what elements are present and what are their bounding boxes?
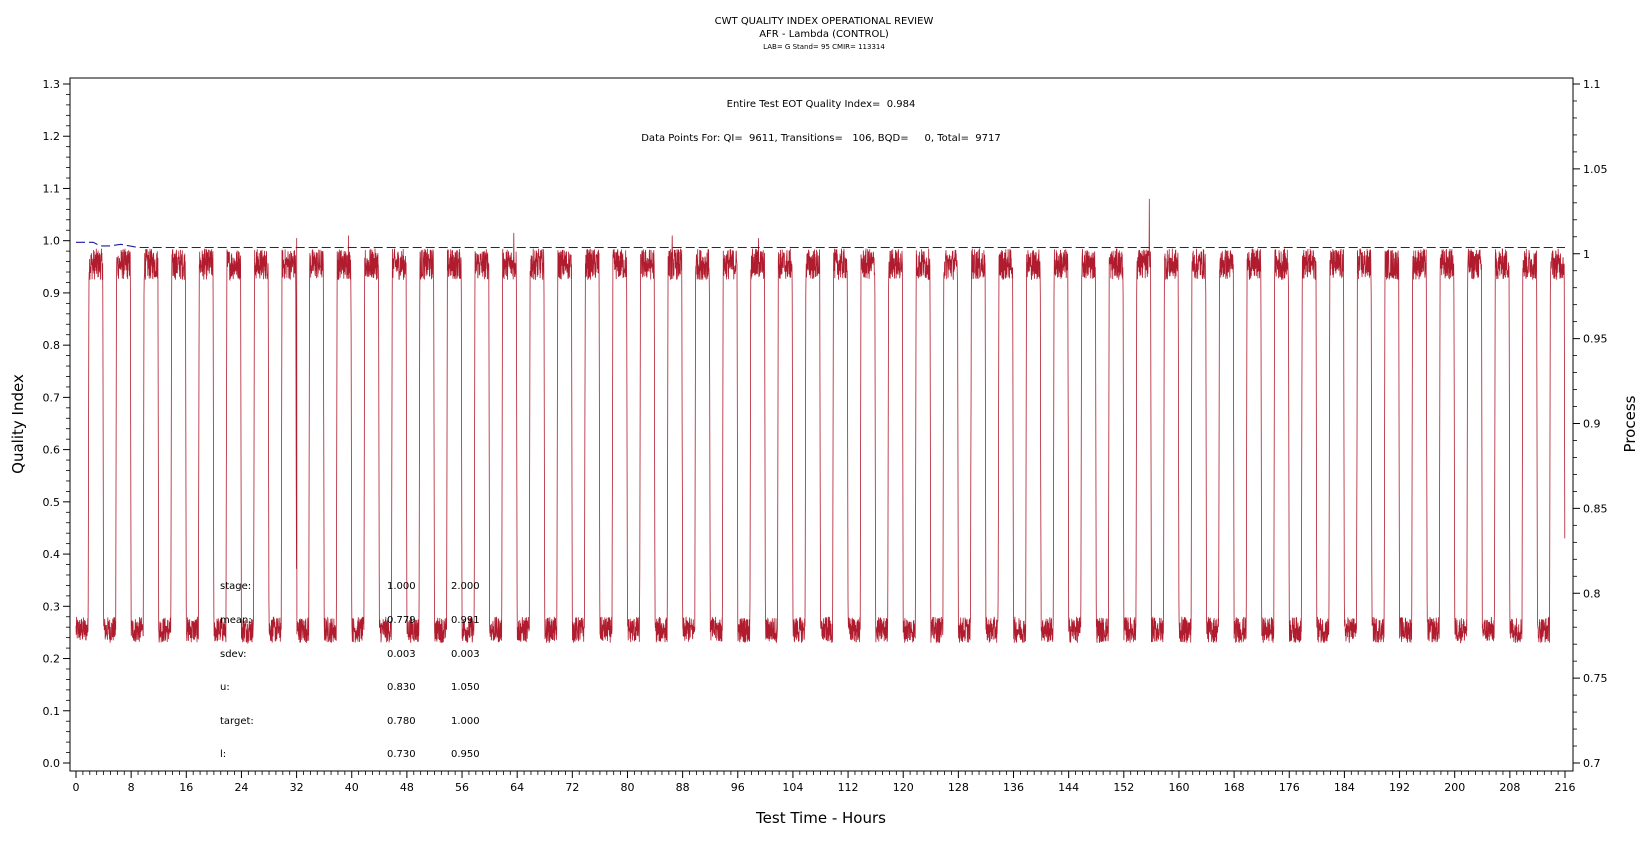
stats-col1-value: 0.730	[387, 749, 416, 760]
stats-col2-value: 0.003	[451, 649, 480, 660]
stats-label: u:	[220, 682, 230, 693]
stats-col1-value: 0.779	[387, 615, 416, 626]
x-tick-label: 136	[1003, 781, 1024, 794]
y-tick-label: 0.9	[43, 287, 61, 300]
y2-tick-label: 0.8	[1583, 587, 1601, 600]
x-tick-label: 160	[1168, 781, 1189, 794]
y-tick-label: 0.3	[43, 600, 61, 613]
stats-col2-value: 2.000	[451, 581, 480, 592]
chart-title: CWT QUALITY INDEX OPERATIONAL REVIEW	[715, 16, 934, 27]
x-tick-label: 48	[400, 781, 414, 794]
x-tick-label: 152	[1113, 781, 1134, 794]
y-tick-label: 0.7	[43, 391, 61, 404]
x-tick-label: 176	[1279, 781, 1300, 794]
x-tick-label: 104	[782, 781, 803, 794]
chart-subtitle: AFR - Lambda (CONTROL)	[759, 29, 889, 40]
y-axis-label: Quality Index	[9, 374, 27, 474]
y-tick-label: 0.6	[43, 444, 61, 457]
y2-tick-label: 0.95	[1583, 333, 1608, 346]
y-tick-label: 0.2	[43, 653, 61, 666]
stats-col1-value: 0.780	[387, 716, 416, 727]
stats-col2-value: 0.950	[451, 749, 480, 760]
stats-col2-value: 1.050	[451, 682, 480, 693]
x-tick-label: 96	[731, 781, 745, 794]
x-tick-label: 32	[290, 781, 304, 794]
data-points-annotation: Data Points For: QI= 9611, Transitions= …	[641, 133, 1001, 144]
x-tick-label: 216	[1555, 781, 1576, 794]
x-tick-label: 88	[676, 781, 690, 794]
x-axis-ticks: 0 8 16 24 32 40 48 56 64 72 80 88 96 104 112 120 128 136 1…	[73, 771, 1576, 794]
stats-label: target:	[220, 716, 254, 727]
series-process	[76, 241, 1565, 249]
y-tick-label: 0.4	[43, 548, 61, 561]
y-tick-label: 0.0	[43, 757, 61, 770]
y-tick-label: 0.8	[43, 339, 61, 352]
y-tick-label: 1.1	[43, 182, 61, 195]
x-tick-label: 208	[1499, 781, 1520, 794]
y-tick-label: 1.0	[43, 235, 61, 248]
x-tick-label: 184	[1334, 781, 1355, 794]
series-quality-index	[75, 198, 1566, 645]
stats-label: stage:	[220, 581, 251, 592]
stats-label: sdev:	[220, 649, 246, 660]
stats-label: mean:	[220, 615, 252, 626]
x-tick-label: 72	[565, 781, 579, 794]
y-tick-label: 0.1	[43, 705, 61, 718]
stats-col2-value: 0.991	[451, 615, 480, 626]
y-tick-label: 1.2	[43, 130, 61, 143]
plot-frame	[69, 77, 1574, 772]
titles: CWT QUALITY INDEX OPERATIONAL REVIEW AFR…	[715, 16, 934, 51]
y2-axis-ticks: 0.7 0.75 0.8 0.85 0.9 0.95 1 1.05 1.1	[1573, 78, 1608, 770]
y-tick-label: 0.5	[43, 496, 61, 509]
x-axis-label: Test Time - Hours	[755, 809, 886, 827]
x-tick-label: 8	[128, 781, 135, 794]
y2-tick-label: 1	[1583, 248, 1590, 261]
y2-tick-label: 0.75	[1583, 672, 1608, 685]
x-tick-label: 56	[455, 781, 469, 794]
y-tick-label: 1.3	[43, 78, 61, 91]
x-tick-label: 24	[234, 781, 248, 794]
process-line	[76, 241, 1565, 249]
x-tick-label: 168	[1224, 781, 1245, 794]
x-tick-label: 16	[179, 781, 193, 794]
x-tick-label: 128	[948, 781, 969, 794]
y2-axis-label: Process	[1621, 395, 1639, 452]
stats-table: stage: 1.000 2.000 mean: 0.779 0.991 sdev: 0.00…	[220, 581, 480, 760]
y2-tick-label: 1.1	[1583, 78, 1601, 91]
stats-col1-value: 0.003	[387, 649, 416, 660]
x-tick-label: 144	[1058, 781, 1079, 794]
y2-tick-label: 0.7	[1583, 757, 1601, 770]
x-tick-label: 64	[510, 781, 524, 794]
x-tick-label: 80	[620, 781, 634, 794]
x-tick-label: 40	[345, 781, 359, 794]
x-tick-label: 112	[838, 781, 859, 794]
quality-index-line	[75, 198, 1566, 645]
y2-tick-label: 0.85	[1583, 502, 1608, 515]
y2-tick-label: 1.05	[1583, 163, 1608, 176]
stats-col2-value: 1.000	[451, 716, 480, 727]
x-tick-label: 192	[1389, 781, 1410, 794]
y-axis-ticks: 0.0 0.1 0.2 0.3 0.4 0.5 0.6 0.7 0.8 0.9 1.0 1.1 1.2 1…	[43, 78, 70, 770]
chart-subsubtitle: LAB= G Stand= 95 CMIR= 113314	[763, 43, 885, 51]
x-tick-label: 0	[73, 781, 80, 794]
y2-tick-label: 0.9	[1583, 418, 1601, 431]
x-tick-label: 120	[893, 781, 914, 794]
stats-col1-value: 0.830	[387, 682, 416, 693]
eot-quality-index-annotation: Entire Test EOT Quality Index= 0.984	[727, 99, 916, 110]
stats-col1-value: 1.000	[387, 581, 416, 592]
stats-label: l:	[220, 749, 226, 760]
x-tick-label: 200	[1444, 781, 1465, 794]
